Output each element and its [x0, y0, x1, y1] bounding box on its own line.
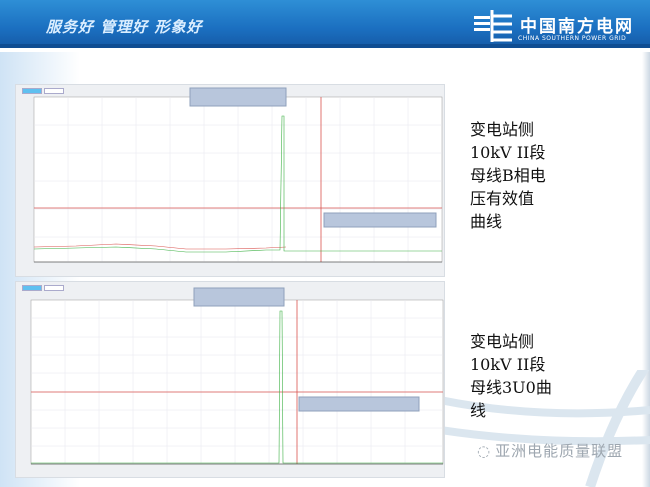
caption-line: 线 [470, 401, 487, 420]
chart-panel-3u0 [15, 281, 445, 478]
series-b-line [31, 310, 443, 464]
caption-3u0: 变电站侧 10kV II段 母线3U0曲 线 [470, 330, 552, 422]
caption-line: 变电站侧 [470, 120, 535, 139]
chart-tab[interactable] [22, 285, 42, 291]
caption-line: 变电站侧 [470, 332, 535, 351]
caption-line: 10kV II段 [470, 143, 546, 162]
stats-tooltip [189, 87, 287, 107]
header-banner: 服务好 管理好 形象好 中国南方电网 CHINA SOUTHERN POWER … [0, 0, 650, 48]
watermark-text: 亚洲电能质量联盟 [495, 442, 624, 460]
chart-tab[interactable] [22, 88, 42, 94]
logo-text-en: CHINA SOUTHERN POWER GRID [518, 35, 627, 42]
series-b-line [33, 115, 442, 253]
caption-line: 压有效值 [470, 189, 535, 208]
caption-line: 母线3U0曲 [470, 378, 552, 397]
decorative-arcs [440, 370, 650, 487]
stats-tooltip [193, 287, 285, 307]
logo-text-cn: 中国南方电网 [520, 17, 634, 37]
3u0-chart [30, 287, 444, 465]
slide-edge [642, 52, 650, 487]
grid-logo-icon [474, 10, 512, 42]
gridlines [34, 97, 442, 262]
wechat-icon: ◌ [477, 442, 492, 460]
caption-line: 曲线 [470, 212, 503, 231]
cursor-tooltip [323, 212, 437, 228]
b-phase-voltage-chart [33, 87, 443, 263]
caption-line: 母线B相电 [470, 166, 546, 185]
table-tab[interactable] [44, 88, 64, 94]
series-a-line [33, 243, 287, 250]
company-logo: 中国南方电网 CHINA SOUTHERN POWER GRID [472, 8, 642, 44]
table-tab[interactable] [44, 285, 64, 291]
watermark: ◌ 亚洲电能质量联盟 [473, 440, 623, 461]
slogan: 服务好 管理好 形象好 [46, 18, 203, 36]
caption-b-phase-voltage: 变电站侧 10kV II段 母线B相电 压有效值 曲线 [470, 118, 546, 233]
cursor-tooltip [298, 396, 420, 412]
chart-panel-b-phase-voltage [15, 84, 445, 277]
caption-line: 10kV II段 [470, 355, 546, 374]
